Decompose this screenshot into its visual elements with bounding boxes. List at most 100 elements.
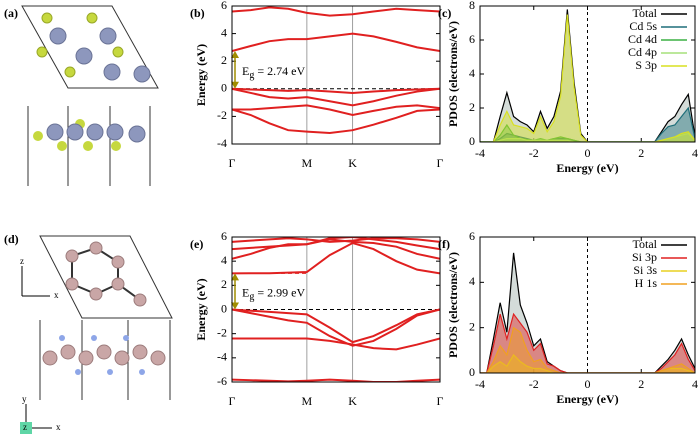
x-tick-label: 0 <box>585 377 591 391</box>
area-line <box>480 14 695 142</box>
gap-symbol: E <box>242 64 249 78</box>
y-tick-label: 6 <box>469 229 475 243</box>
x-tick-label: Γ <box>437 394 444 408</box>
legend-label: Cd 4p <box>628 45 657 59</box>
y-tick-label: 6 <box>469 32 475 46</box>
gap-text: = 2.99 eV <box>254 285 305 299</box>
y-tick-label: 2 <box>221 53 227 67</box>
panel-label: (a) <box>4 6 18 20</box>
y-tick-label: 4 <box>469 274 475 288</box>
area-fill <box>480 314 695 373</box>
y-tick-label: 6 <box>221 0 227 12</box>
area-fill <box>480 108 695 142</box>
x-tick-label: 0 <box>585 146 591 160</box>
y-tick-label: 0 <box>221 81 227 95</box>
y-tick-label: 2 <box>469 100 475 114</box>
band-line <box>232 104 440 117</box>
band-line <box>232 308 440 347</box>
gap-text: = 2.74 eV <box>254 64 305 78</box>
x-tick-label: K <box>348 394 357 408</box>
band-line <box>232 237 440 243</box>
x-tick-label: 4 <box>692 377 698 391</box>
x-tick-label: Γ <box>229 394 236 408</box>
y-tick-label: -4 <box>217 136 227 150</box>
panel-label: (c) <box>438 6 451 20</box>
band-line <box>232 337 440 351</box>
s-side <box>33 119 121 151</box>
band-line <box>232 308 440 344</box>
x-tick-label: M <box>302 394 313 408</box>
s-atoms <box>36 12 124 78</box>
arrow-head <box>231 273 239 281</box>
y-tick-label: 0 <box>221 301 227 315</box>
gap-label: Eg = 2.74 eV <box>242 64 305 82</box>
y-axis-title: Energy (eV) <box>194 44 208 106</box>
area-fill <box>480 133 695 142</box>
plot-frame <box>479 5 696 143</box>
plot-frame <box>231 5 441 145</box>
h-atoms <box>59 335 145 375</box>
legend-label: Si 3p <box>632 250 657 264</box>
cell-lines <box>27 106 151 186</box>
band-line <box>232 108 440 134</box>
panel-label: (f) <box>438 237 450 251</box>
band-line <box>232 237 440 251</box>
x-tick-label: -2 <box>529 146 539 160</box>
gap-label: Eg = 2.99 eV <box>242 285 305 303</box>
y-tick-label: 2 <box>221 277 227 291</box>
band-line <box>232 87 440 94</box>
y-tick-label: 6 <box>221 229 227 243</box>
y-tick-label: 0 <box>469 365 475 379</box>
legend-label: S 3p <box>635 58 657 72</box>
area-line <box>480 326 695 373</box>
y-axis-title: PDOS (electrons/eV) <box>446 21 460 127</box>
legend-label: Si 3s <box>633 263 657 277</box>
x-tick-label: 4 <box>692 146 698 160</box>
axes-top <box>21 266 50 297</box>
y-tick-label: 8 <box>469 0 475 12</box>
legend-label: Cd 4d <box>628 32 657 46</box>
si-atoms <box>65 241 147 307</box>
axis-label: x <box>54 290 59 300</box>
gap-subscript: g <box>249 70 254 81</box>
cd-side <box>46 123 146 143</box>
x-tick-label: M <box>302 156 313 170</box>
cell <box>39 235 173 319</box>
band-line <box>232 6 440 17</box>
axis-label: z <box>23 422 27 432</box>
x-tick-label: Γ <box>437 156 444 170</box>
y-tick-label: 2 <box>469 319 475 333</box>
y-tick-label: 4 <box>221 253 227 267</box>
area-line <box>480 123 695 142</box>
y-tick-label: 4 <box>221 25 227 39</box>
structure-a: (a) <box>4 5 159 186</box>
legend-label: Cd 5s <box>629 19 657 33</box>
area-line <box>480 9 695 142</box>
bonds <box>71 246 141 301</box>
y-tick-label: -2 <box>217 325 227 339</box>
legend-label: Total <box>633 237 658 251</box>
y-axis-title: PDOS (electrons/eV) <box>446 252 460 358</box>
legend-label: Total <box>633 6 658 20</box>
x-tick-label: Γ <box>229 156 236 170</box>
cd-atoms <box>49 27 151 83</box>
x-tick-label: 2 <box>638 146 644 160</box>
x-axis-title: Energy (eV) <box>556 392 618 406</box>
cell <box>21 5 159 89</box>
arrow-head <box>231 81 239 89</box>
band-line <box>232 32 440 52</box>
axis-label: z <box>20 256 24 266</box>
area-fill <box>480 9 695 142</box>
panel-label: (b) <box>190 6 205 20</box>
cell-lines <box>39 320 171 400</box>
band-line <box>232 238 440 260</box>
panel-label: (e) <box>190 237 203 251</box>
axis-label: y <box>22 394 27 404</box>
y-tick-label: -2 <box>217 108 227 122</box>
gap-subscript: g <box>249 292 254 303</box>
y-axis-title: Energy (eV) <box>194 278 208 340</box>
area-line <box>480 312 695 373</box>
legend-label: H 1s <box>635 276 658 290</box>
gap-symbol: E <box>242 285 249 299</box>
